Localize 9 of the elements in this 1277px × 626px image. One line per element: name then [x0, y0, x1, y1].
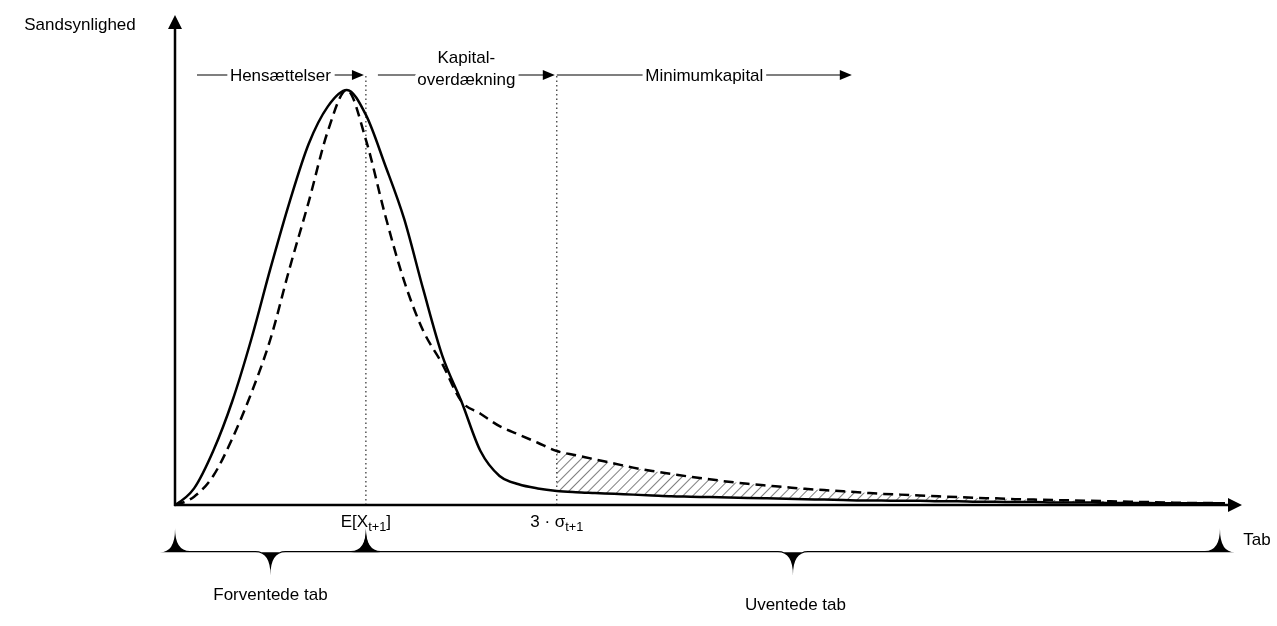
- text: Hensættelser: [229, 66, 332, 85]
- x-tick-label: 3 · σ$_{t+1}$: [530, 512, 584, 534]
- x-axis-title: Tab: [1243, 530, 1271, 549]
- text: Kapital-overdækning: [417, 48, 516, 89]
- text: Uventede tab: [744, 595, 847, 614]
- x-tick-label: E[X$_{t+1}$]: [340, 512, 392, 534]
- y-axis-title: Sandsynlighed: [24, 15, 136, 34]
- text: Minimumkapital: [645, 66, 764, 85]
- text: Forventede tab: [213, 585, 328, 604]
